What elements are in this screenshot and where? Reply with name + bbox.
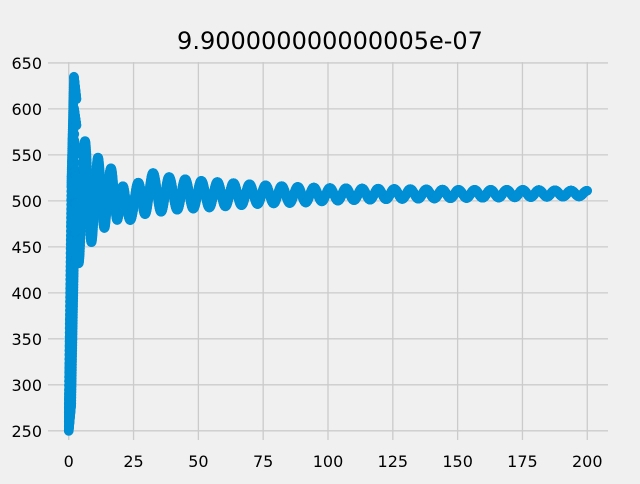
y-tick-label: 650 [11,54,42,73]
y-tick-label: 550 [11,146,42,165]
data-point [71,199,82,209]
x-tick-label: 100 [313,452,344,471]
x-tick-label: 0 [64,452,74,471]
chart-title: 9.900000000000005e-07 [177,27,483,55]
data-point [71,251,82,262]
data-point [71,146,82,157]
data-point [71,120,82,131]
y-tick-label: 500 [11,192,42,211]
y-tick-label: 600 [11,100,42,119]
x-tick-label: 175 [507,452,538,471]
y-tick-label: 450 [11,238,42,257]
series-markers [63,71,593,436]
y-tick-labels: 250 300 350 400 450 500 550 600 650 [11,54,42,441]
data-point [71,172,82,183]
data-point [582,185,593,196]
y-tick-label: 400 [11,284,42,303]
x-tick-label: 150 [442,452,473,471]
y-tick-label: 250 [11,422,42,441]
data-point [71,94,82,105]
y-tick-label: 300 [11,376,42,395]
x-tick-label: 200 [572,452,603,471]
x-tick-label: 75 [253,452,273,471]
data-point [71,225,82,235]
x-tick-label: 125 [378,452,409,471]
y-tick-label: 350 [11,330,42,349]
x-tick-label: 25 [123,452,143,471]
x-tick-label: 50 [188,452,208,471]
